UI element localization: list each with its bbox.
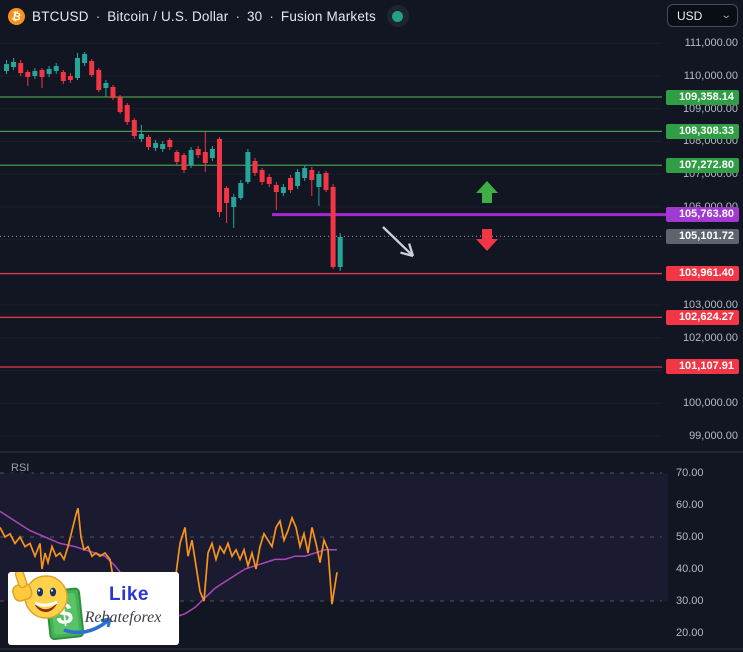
candle-body	[245, 152, 251, 182]
price-level-chip-green: 107,272.80	[666, 157, 739, 173]
candle-body	[138, 134, 144, 139]
candle-body	[288, 177, 293, 191]
candle-body	[39, 70, 45, 78]
candle-body	[117, 97, 123, 112]
candle-body	[323, 172, 329, 191]
candle-body	[337, 236, 343, 267]
candle-body	[82, 54, 88, 64]
currency-value: USD	[677, 8, 703, 23]
candle-body	[316, 174, 322, 187]
candle-body	[174, 152, 180, 162]
market-open-dot-icon	[392, 10, 404, 22]
candle-body	[146, 136, 151, 148]
rsi-indicator-label[interactable]: RSI	[8, 462, 33, 474]
rebateforex-watermark: $ Like Rebateforex	[8, 572, 179, 645]
candle-body	[67, 75, 73, 80]
legend-separator: ·	[95, 8, 101, 24]
rsi-ma-line	[0, 510, 337, 618]
market-status-chip[interactable]	[386, 5, 409, 27]
price-level-chip-purple: 105,763.80	[666, 207, 739, 223]
candle-body	[273, 184, 279, 192]
candle-body	[103, 82, 109, 89]
candle-body	[46, 68, 52, 75]
candle-body	[96, 70, 102, 91]
symbol-legend[interactable]: ₿ BTCUSD · Bitcoin / U.S. Dollar · 30 · …	[6, 5, 409, 27]
price-axis-label: 103,000.00	[682, 299, 738, 312]
candle-body	[195, 149, 201, 155]
candle-body	[330, 186, 336, 267]
price-axis-label: 110,000.00	[683, 69, 738, 82]
candle-body	[18, 63, 24, 74]
price-axis-label: 109,000.00	[682, 102, 738, 115]
symbol-description: Bitcoin / U.S. Dollar	[107, 8, 229, 24]
candle-body	[266, 177, 272, 184]
price-level-chip-red: 103,961.40	[666, 266, 739, 282]
rsi-axis-label: 30.00	[676, 595, 704, 607]
candle-body	[53, 66, 59, 71]
diagonal-arrow-annotation[interactable]	[382, 226, 414, 257]
candle-body	[202, 152, 208, 164]
legend-separator: ·	[235, 8, 240, 24]
candle-body	[25, 72, 31, 78]
down-arrow-annotation[interactable]	[476, 229, 498, 251]
chevron-down-icon: ⌄	[719, 10, 732, 21]
symbol-name: BTCUSD	[32, 8, 89, 24]
diagonal-arrow-head	[400, 251, 414, 258]
price-level-chip-red: 102,624.27	[666, 309, 739, 325]
rsi-axis-label: 70.00	[676, 467, 704, 479]
topbar: ₿ BTCUSD · Bitcoin / U.S. Dollar · 30 · …	[0, 0, 743, 32]
candle-body	[11, 61, 17, 67]
candle-body	[131, 120, 137, 136]
candle-body	[75, 57, 80, 78]
candle-body	[217, 138, 222, 212]
candle-body	[124, 104, 130, 123]
price-level-chip-green: 109,358.14	[666, 89, 739, 105]
candle-body	[4, 64, 9, 71]
rsi-axis-label: 50.00	[676, 531, 704, 543]
rsi-axis-label: 40.00	[676, 563, 704, 575]
rebateforex-mascot-icon: $	[12, 572, 112, 641]
currency-selector[interactable]: USD ⌄	[667, 4, 738, 27]
rsi-line	[0, 507, 338, 613]
candle-body	[224, 188, 230, 203]
candle-body	[181, 154, 187, 171]
candle-body	[231, 197, 237, 207]
price-axis-label: 111,000.00	[684, 37, 738, 50]
bitcoin-icon: ₿	[6, 5, 27, 27]
candle-body	[302, 168, 308, 178]
candle-body	[238, 182, 244, 198]
candle-body	[295, 172, 301, 187]
price-axis-label: 100,000.00	[682, 397, 738, 410]
price-level-chip-red: 101,107.91	[666, 359, 739, 375]
candle-body	[259, 170, 265, 182]
watermark-brand-text: Rebateforex	[84, 609, 162, 626]
candle-body	[188, 150, 194, 166]
candle-body	[160, 143, 166, 150]
interval-label: 30	[246, 8, 263, 24]
exchange-label: Fusion Markets	[280, 8, 376, 24]
candle-body	[32, 70, 38, 76]
candle-body	[167, 140, 173, 148]
candle-body	[280, 186, 286, 194]
candle-body	[309, 170, 315, 180]
price-level-chip-green: 108,308.33	[666, 123, 739, 139]
watermark-like-text: Like	[108, 584, 150, 605]
price-level-chip-gray: 105,101.72	[666, 228, 739, 244]
price-axis[interactable]: 111,000.00 110,000.00 109,000.00 108,000.00…	[662, 0, 743, 652]
candle-body	[89, 61, 95, 76]
rsi-axis-label: 20.00	[676, 627, 704, 639]
candle-body	[60, 72, 66, 82]
candle-body	[110, 86, 116, 98]
diagonal-arrow-head	[408, 243, 415, 257]
up-arrow-annotation[interactable]	[476, 181, 498, 203]
candle-body	[252, 161, 258, 173]
price-axis-label: 102,000.00	[682, 331, 738, 344]
candle-body	[153, 143, 159, 149]
rsi-axis-label: 60.00	[676, 499, 704, 511]
candle-body	[209, 149, 215, 158]
price-axis-label: 99,000.00	[689, 429, 738, 442]
legend-separator: ·	[269, 8, 274, 24]
